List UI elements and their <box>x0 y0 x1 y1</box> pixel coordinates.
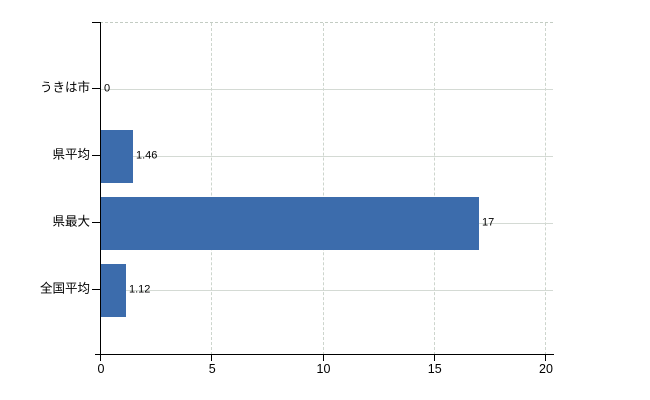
gridline-vertical <box>433 23 435 355</box>
y-axis-tick <box>92 88 100 89</box>
gridline-horizontal <box>100 156 553 157</box>
gridline-vertical <box>545 23 546 355</box>
x-axis-tick-label: 5 <box>208 362 216 376</box>
plot-area: 0 1.46 17 1.12 <box>100 22 553 355</box>
value-label: 1.12 <box>129 283 151 296</box>
x-axis-tick <box>322 354 324 361</box>
category-label: 県平均 <box>52 147 90 162</box>
x-axis-tick <box>433 354 435 361</box>
value-label: 0 <box>104 82 111 95</box>
x-axis-tick <box>100 354 101 361</box>
bar <box>101 197 479 250</box>
x-axis-tick-label: 10 <box>316 362 331 376</box>
gridline-horizontal <box>100 290 553 291</box>
gridline-vertical <box>211 23 213 355</box>
category-label: 全国平均 <box>39 281 90 296</box>
y-axis-tick <box>92 222 100 223</box>
x-axis-tick <box>211 354 213 361</box>
value-label: 17 <box>482 216 495 229</box>
x-axis-tick-label: 20 <box>539 362 553 376</box>
category-label: 県最大 <box>52 214 90 229</box>
x-axis-tick-label: 0 <box>97 362 105 376</box>
y-axis-tick <box>92 289 100 290</box>
x-axis-tick-label: 15 <box>427 362 442 376</box>
bar <box>101 264 126 317</box>
x-axis-line <box>95 354 554 355</box>
y-axis-tick <box>92 155 100 156</box>
gridline-horizontal <box>100 89 553 90</box>
x-axis-tick <box>545 354 546 361</box>
category-label: うきは市 <box>39 80 90 95</box>
value-label: 1.46 <box>136 149 158 162</box>
y-axis-tick <box>92 22 100 23</box>
y-axis-line <box>100 22 101 359</box>
gridline-vertical <box>322 23 324 355</box>
bar <box>101 130 133 183</box>
